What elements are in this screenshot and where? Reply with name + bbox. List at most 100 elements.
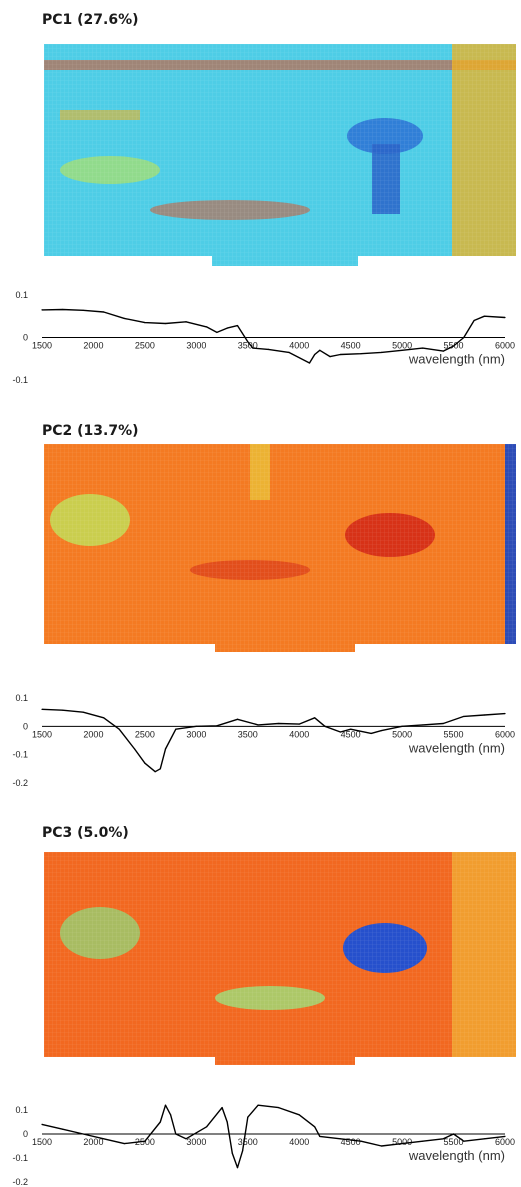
x-tick-label: 5000 — [392, 341, 412, 351]
pc2-title: PC2 (13.7%) — [42, 423, 139, 439]
data-point — [319, 349, 321, 351]
data-point — [103, 1138, 105, 1140]
x-tick-label: 5500 — [444, 1137, 464, 1147]
data-point — [216, 331, 218, 333]
data-point — [370, 732, 372, 735]
x-tick-label: 4500 — [341, 729, 361, 739]
data-point — [221, 1107, 223, 1109]
data-point — [314, 717, 316, 719]
data-point — [319, 1135, 321, 1137]
data-point — [314, 1126, 316, 1128]
data-point — [206, 1126, 208, 1128]
pc1-score-map — [44, 44, 516, 266]
data-point — [144, 322, 146, 324]
pc3-title: PC3 (5.0%) — [42, 825, 129, 841]
data-point — [252, 347, 254, 349]
x-tick-label: 1500 — [32, 729, 52, 739]
data-point — [170, 1114, 172, 1116]
data-point — [118, 728, 120, 730]
data-point — [380, 729, 383, 732]
data-point — [324, 725, 326, 727]
x-tick-label: 2000 — [83, 341, 103, 351]
data-point — [257, 724, 259, 726]
data-point — [231, 1152, 233, 1154]
data-point — [504, 1135, 506, 1137]
x-tick-label: 4500 — [341, 1137, 361, 1147]
x-tick-label: 2500 — [135, 1137, 155, 1147]
data-point — [247, 341, 249, 343]
x-tick-label: 4000 — [289, 1137, 309, 1147]
data-point — [257, 1104, 259, 1106]
data-point — [298, 1114, 300, 1116]
data-point — [61, 709, 64, 711]
data-point — [463, 1140, 465, 1142]
data-point — [339, 1138, 341, 1140]
x-tick-label: 3500 — [238, 1137, 258, 1147]
x-tick-label: 2000 — [83, 729, 103, 739]
map-pixel-grid — [44, 444, 516, 652]
data-point — [442, 1138, 444, 1140]
data-point — [159, 768, 161, 770]
data-point — [401, 725, 403, 727]
data-point — [195, 725, 197, 727]
y-tick-label: -0.2 — [12, 778, 28, 788]
data-point — [380, 1145, 383, 1147]
data-point — [483, 315, 486, 317]
data-point — [164, 748, 167, 750]
data-point — [401, 1143, 403, 1145]
pc2-loading-chart: 0.1 0 -0.1 -0.2 1500 2000 2500 3000 3500 4000 4500… — [12, 693, 515, 788]
x-tick-label: 6000 — [495, 1137, 515, 1147]
pc3-score-map — [44, 852, 516, 1065]
data-point — [360, 353, 362, 355]
data-point — [41, 708, 43, 710]
data-point — [82, 309, 84, 311]
data-point — [226, 327, 228, 329]
x-tick-label: 6000 — [495, 729, 515, 739]
y-tick-label: 0.1 — [15, 1105, 28, 1115]
x-tick-label: 5000 — [392, 1137, 412, 1147]
data-point — [236, 325, 239, 327]
data-point — [329, 356, 331, 358]
y-tick-label: -0.1 — [12, 375, 28, 385]
x-axis-label: wavelength (nm) — [408, 740, 505, 755]
data-point — [401, 349, 403, 351]
data-point — [504, 712, 506, 715]
x-tick-label: 3000 — [186, 1137, 206, 1147]
data-point — [483, 1138, 486, 1140]
data-point — [41, 309, 43, 311]
y-tick-label: 0.1 — [15, 290, 28, 300]
data-point — [247, 1116, 249, 1118]
pc2-score-map — [44, 444, 516, 652]
data-point — [463, 715, 465, 718]
data-point — [236, 718, 239, 720]
data-point — [339, 353, 341, 356]
data-point — [164, 1104, 167, 1106]
data-point — [185, 1138, 187, 1140]
data-point — [82, 711, 84, 713]
data-point — [236, 1167, 239, 1169]
x-tick-label: 4000 — [289, 341, 309, 351]
x-tick-label: 5500 — [444, 729, 464, 739]
data-point — [483, 714, 486, 716]
data-point — [144, 762, 146, 764]
y-tick-label: 0.1 — [15, 693, 28, 703]
x-tick-label: 2500 — [135, 341, 155, 351]
y-tick-label: -0.2 — [12, 1177, 28, 1187]
data-point — [452, 1133, 455, 1135]
data-point — [103, 311, 105, 313]
data-point — [206, 326, 208, 328]
data-point — [123, 317, 125, 319]
data-point — [185, 321, 187, 323]
x-tick-label: 4000 — [289, 729, 309, 739]
data-point — [175, 1133, 177, 1135]
data-point — [278, 722, 280, 725]
data-point — [216, 725, 218, 727]
y-tick-label: 0 — [23, 333, 28, 343]
data-point — [360, 1140, 362, 1142]
data-point — [226, 1121, 228, 1123]
map-pixel-grid — [44, 44, 516, 266]
data-point — [61, 308, 64, 311]
data-point — [463, 336, 465, 339]
data-point — [339, 731, 341, 733]
data-point — [267, 348, 269, 350]
